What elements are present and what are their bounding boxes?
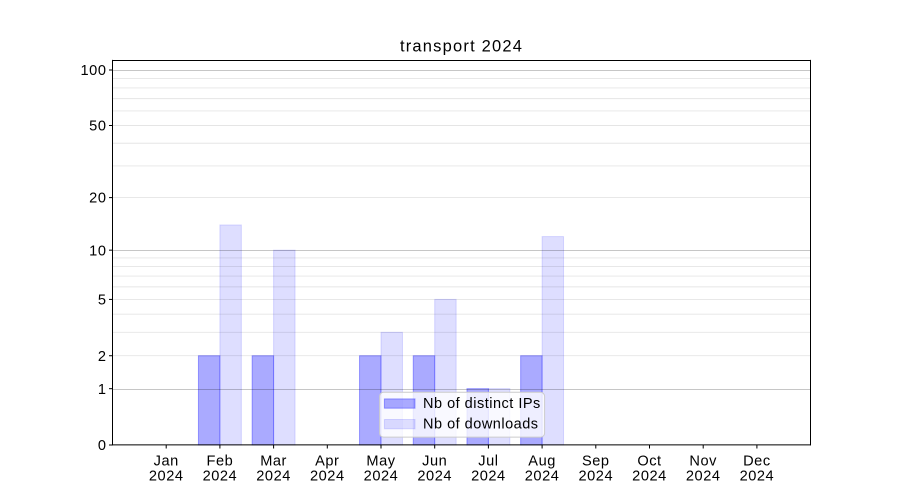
svg-text:Mar: Mar [260, 454, 287, 470]
svg-text:2024: 2024 [686, 469, 721, 485]
svg-text:Sep: Sep [582, 454, 610, 470]
svg-text:2024: 2024 [471, 469, 506, 485]
svg-text:100: 100 [81, 63, 107, 79]
svg-text:5: 5 [98, 293, 107, 309]
svg-text:50: 50 [89, 119, 106, 135]
svg-text:May: May [366, 454, 395, 470]
svg-text:2024: 2024 [417, 469, 452, 485]
svg-text:transport 2024: transport 2024 [400, 38, 523, 56]
svg-text:2024: 2024 [525, 469, 560, 485]
svg-text:2024: 2024 [578, 469, 613, 485]
svg-text:Dec: Dec [743, 454, 771, 470]
svg-text:Apr: Apr [315, 454, 339, 470]
svg-text:Nb of distinct IPs: Nb of distinct IPs [423, 396, 541, 412]
svg-text:Jul: Jul [478, 454, 498, 470]
svg-text:2024: 2024 [740, 469, 775, 485]
svg-text:2024: 2024 [632, 469, 667, 485]
svg-text:Feb: Feb [206, 454, 233, 470]
svg-text:Aug: Aug [528, 454, 556, 470]
svg-text:2024: 2024 [256, 469, 291, 485]
svg-text:Nb of downloads: Nb of downloads [423, 417, 539, 433]
svg-text:Jan: Jan [154, 454, 179, 470]
svg-text:20: 20 [89, 191, 106, 207]
svg-text:2024: 2024 [203, 469, 238, 485]
svg-text:10: 10 [89, 243, 106, 259]
svg-text:2024: 2024 [310, 469, 345, 485]
svg-text:2024: 2024 [149, 469, 184, 485]
svg-text:Jun: Jun [422, 454, 447, 470]
svg-text:2024: 2024 [364, 469, 399, 485]
svg-text:Oct: Oct [637, 454, 661, 470]
svg-text:0: 0 [98, 438, 107, 454]
svg-text:1: 1 [98, 382, 107, 398]
svg-text:Nov: Nov [689, 454, 717, 470]
svg-text:2: 2 [98, 349, 107, 365]
